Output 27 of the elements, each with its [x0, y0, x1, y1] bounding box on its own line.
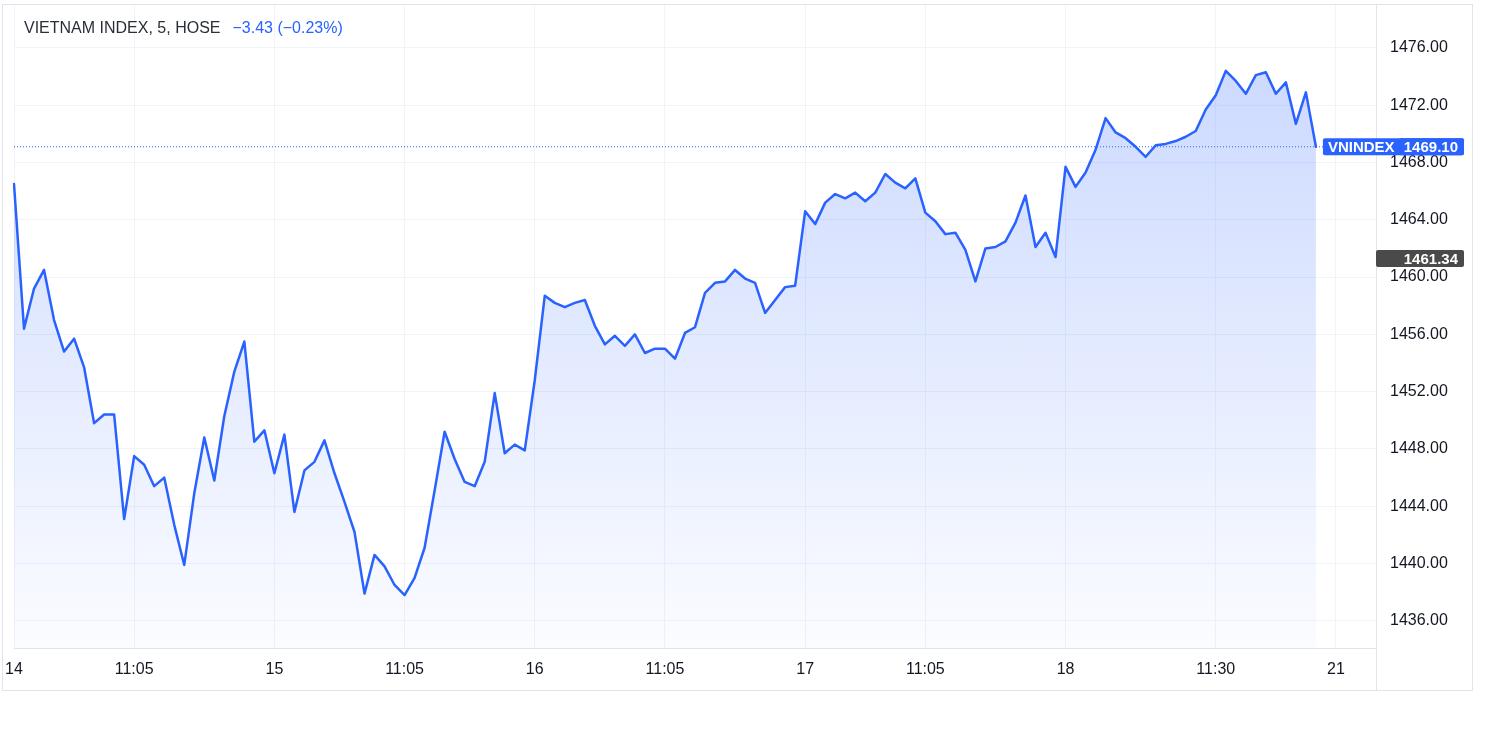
text: −3.43 (−0.23%) — [232, 18, 343, 38]
x-tick-label: 21 — [1327, 660, 1345, 678]
x-tick-label: 16 — [525, 660, 544, 678]
x-tick-label: 18 — [1056, 660, 1075, 678]
x-tick-label: 17 — [796, 660, 815, 678]
ref-line-label: 1469.10 — [1403, 137, 1458, 155]
x-tick-label: 14 — [5, 660, 23, 678]
y-tick-label: 1448.00 — [1390, 439, 1448, 457]
x-tick-label: 11:05 — [645, 660, 685, 678]
y-tick-label: 1476.00 — [1390, 38, 1448, 56]
y-tick-label: 1472.00 — [1390, 95, 1448, 113]
y-tick-label: 1460.00 — [1390, 267, 1448, 285]
text: VIETNAM INDEX, 5, HOSE — [24, 18, 221, 38]
y-tick-label: 1436.00 — [1390, 611, 1448, 629]
y-tick-label: 1440.00 — [1390, 553, 1448, 571]
x-tick-label: 11:05 — [905, 660, 945, 678]
y-tick-label: 1464.00 — [1390, 210, 1448, 228]
x-tick-label: 15 — [265, 660, 284, 678]
y-tick-label: 1456.00 — [1390, 324, 1448, 342]
y-tick-label: 1444.00 — [1390, 496, 1448, 514]
x-tick-label: 11:05 — [385, 660, 425, 678]
text: 1461.34 — [1376, 250, 1464, 267]
y-tick-label: 1452.00 — [1390, 382, 1448, 400]
legend-label: VNINDEX — [1327, 137, 1395, 155]
y-tick-label: 1468.00 — [1390, 152, 1448, 170]
x-tick-label: 11:05 — [114, 660, 154, 678]
x-tick-label: 11:30 — [1196, 660, 1236, 678]
